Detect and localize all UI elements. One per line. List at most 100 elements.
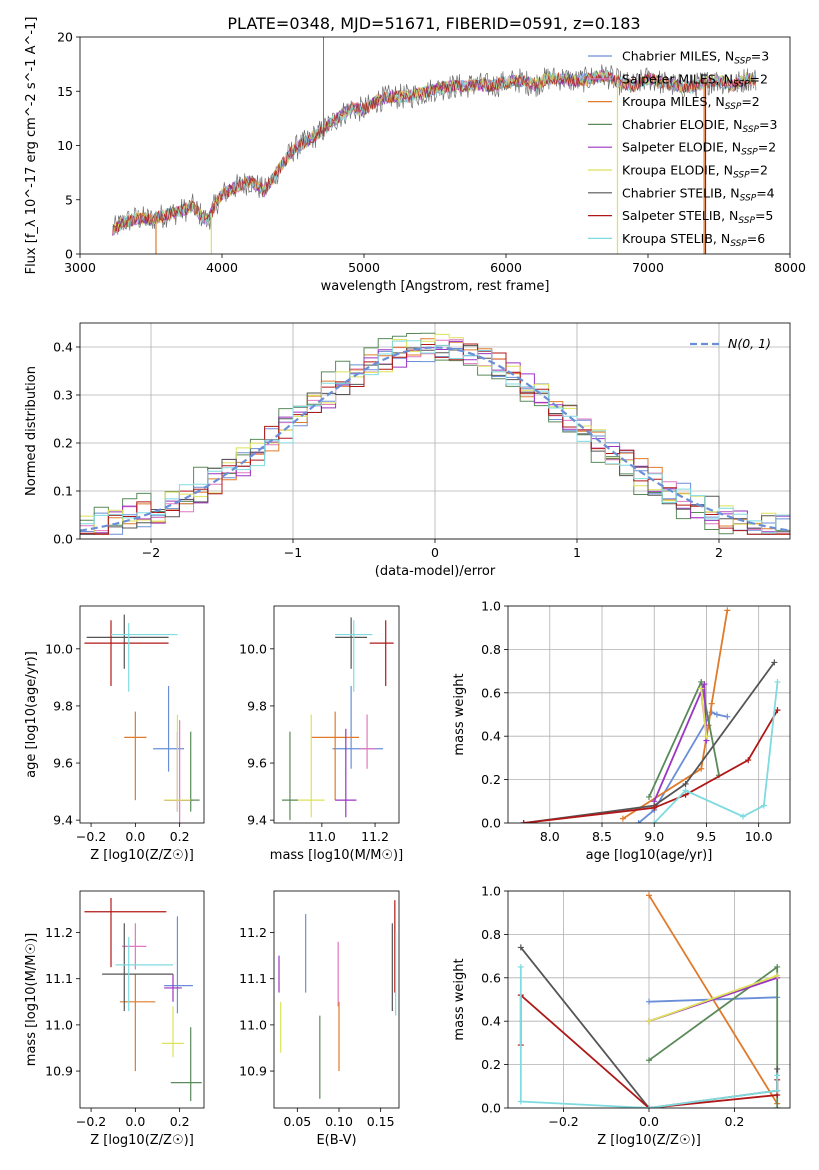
- legend-nssp: =2: [741, 94, 759, 109]
- mass-weight-marker: [646, 998, 652, 1005]
- legend-subscript: SSP: [733, 171, 750, 181]
- legend-label: Chabrier STELIB, NSSP=4: [622, 185, 775, 203]
- legend-label: Chabrier MILES, NSSP=3: [622, 49, 769, 67]
- y-tick-label: 15: [57, 84, 73, 99]
- x-tick-label: 10.0: [745, 829, 773, 844]
- x-axis-label: Z [log10(Z/Z☉)]: [597, 1133, 701, 1148]
- x-tick-label: 6000: [490, 260, 522, 275]
- mass-weight-marker: [517, 963, 524, 970]
- mass-vs-Z-frame: [79, 890, 205, 1109]
- y-tick-label: 9.6: [53, 756, 73, 771]
- y-tick-label: 10: [57, 138, 73, 153]
- x-tick-label: 0.0: [639, 1114, 659, 1129]
- x-tick-label: 11.2: [361, 829, 389, 844]
- x-axis-label: Z [log10(Z/Z☉)]: [90, 1133, 194, 1148]
- y-tick-label: 11.1: [239, 971, 267, 986]
- mass-weight-marker: [740, 813, 746, 820]
- legend-label: N(0, 1): [728, 336, 771, 351]
- mass-weight-marker: [520, 820, 527, 823]
- mass-weight-marker: [646, 1057, 652, 1064]
- legend-subscript: SSP: [740, 193, 757, 203]
- normal-curve: [80, 346, 790, 532]
- x-axis-label: (data-model)/error: [375, 564, 496, 579]
- age-vs-mass-plot-area: [281, 617, 394, 821]
- y-axis-label: Normed distribution: [24, 366, 39, 496]
- age-vs-mass-frame: [273, 605, 400, 824]
- y-tick-label: 20: [57, 30, 73, 45]
- y-tick-label: 1.0: [481, 599, 501, 614]
- legend-subscript: SSP: [725, 102, 742, 112]
- x-axis-label: E(B-V): [316, 1133, 356, 1148]
- legend-subscript: SSP: [730, 239, 747, 249]
- legend-label: Chabrier ELODIE, NSSP=3: [622, 117, 777, 135]
- mass-weight-marker: [646, 892, 652, 899]
- y-tick-label: 5: [65, 192, 73, 207]
- histogram-step: [80, 333, 790, 535]
- y-tick-label: 0: [65, 247, 73, 262]
- y-tick-label: 10.0: [45, 641, 73, 656]
- mass-weight-marker: [517, 1098, 524, 1105]
- legend-label: Kroupa STELIB, NSSP=6: [622, 231, 765, 249]
- x-tick-label: −0.2: [76, 1114, 106, 1129]
- mass-weight-vs-age-plot-area: [520, 607, 781, 823]
- x-tick-label: 11.0: [308, 829, 336, 844]
- y-tick-label: 10.9: [45, 1064, 73, 1079]
- legend-label: Salpeter MILES, NSSP=2: [622, 71, 768, 89]
- y-tick-label: 9.8: [247, 698, 267, 713]
- x-axis-label: age [log10(age/yr)]: [586, 848, 713, 863]
- y-tick-label: 11.2: [45, 925, 73, 940]
- y-tick-label: 11.0: [239, 1017, 267, 1032]
- histogram-step: [80, 343, 790, 535]
- mass-weight-marker: [651, 804, 658, 811]
- y-tick-label: 0.2: [481, 772, 501, 787]
- legend-nssp: =2: [750, 71, 768, 86]
- mass-weight-marker: [646, 1018, 652, 1025]
- legend-subscript: SSP: [742, 125, 759, 135]
- y-tick-label: 0.6: [481, 685, 501, 700]
- mass-weight-line: [648, 965, 779, 1108]
- legend-subscript: SSP: [741, 148, 758, 158]
- x-axis-label: wavelength [Angstrom, rest frame]: [321, 279, 550, 294]
- mass-weight-marker: [619, 815, 626, 822]
- x-tick-label: −2: [142, 545, 160, 560]
- legend-subscript: SSP: [733, 79, 750, 89]
- mass-weight-marker: [774, 707, 781, 714]
- mass-weight-vs-age-panel: 8.0 8.5 9.0 9.5 10.0 0.0 0.2 0.4 0.6 0.8 1.0 age [l…: [452, 599, 791, 863]
- legend-nssp: =3: [751, 49, 769, 64]
- x-tick-label: 0.2: [170, 829, 190, 844]
- mass-weight-marker: [701, 681, 708, 688]
- mass-weight-marker: [651, 820, 658, 823]
- mass-weight-marker: [745, 757, 752, 764]
- figure-title: PLATE=0348, MJD=51671, FIBERID=0591, z=0…: [227, 14, 640, 33]
- spectrum-line: [112, 72, 757, 235]
- y-tick-label: 9.4: [53, 813, 73, 828]
- mass-weight-marker: [698, 678, 705, 685]
- mass-weight-marker: [703, 733, 710, 740]
- x-tick-label: 0.15: [367, 1114, 395, 1129]
- y-tick-label: 0.4: [53, 340, 73, 355]
- y-tick-label: 0.8: [481, 927, 501, 942]
- mass-weight-marker: [774, 1105, 781, 1108]
- age-vs-mass-panel: 11.0 11.2 9.4 9.6 9.8 10.0 mass [log10(M/M☉)]: [239, 605, 403, 863]
- y-tick-label: 11.0: [45, 1017, 73, 1032]
- mass-weight-vs-Z-plot-area: [517, 892, 781, 1108]
- legend-nssp: =6: [747, 231, 765, 246]
- mass-weight-marker: [724, 713, 731, 720]
- mass-weight-marker: [774, 1072, 781, 1079]
- x-tick-label: 0.2: [725, 1114, 745, 1129]
- mass-weight-vs-Z-panel: −0.2 0.0 0.2 0.0 0.2 0.4 0.6 0.8 1.0 Z [log10(Z/Z…: [452, 884, 791, 1148]
- legend-subscript: SSP: [738, 216, 755, 226]
- legend-nssp: =3: [759, 117, 777, 132]
- x-tick-label: 0.05: [283, 1114, 311, 1129]
- x-tick-label: 5000: [348, 260, 380, 275]
- mass-weight-marker: [724, 607, 731, 614]
- y-tick-label: 1.0: [481, 884, 501, 899]
- y-tick-label: 0.4: [481, 729, 501, 744]
- mass-weight-marker: [698, 765, 705, 772]
- x-tick-label: 2: [715, 545, 723, 560]
- x-tick-label: 3000: [64, 260, 96, 275]
- y-tick-label: 0.0: [481, 1101, 501, 1116]
- residual-histogram-plot-area: [80, 332, 790, 535]
- y-tick-label: 0.0: [481, 816, 501, 831]
